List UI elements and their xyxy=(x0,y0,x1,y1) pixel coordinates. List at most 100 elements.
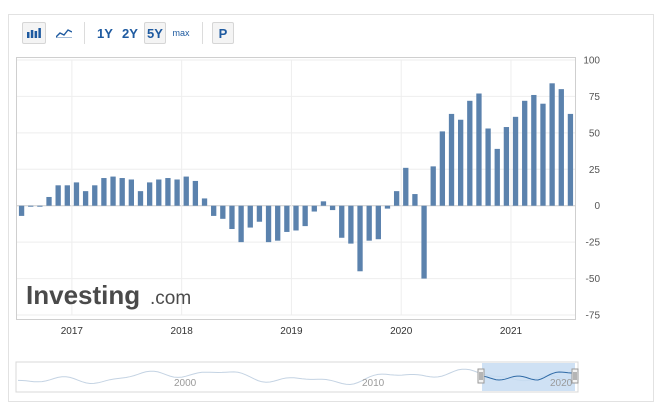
y-tick-label: 75 xyxy=(589,92,601,103)
bars-layer xyxy=(18,83,574,279)
navigator-selection[interactable] xyxy=(482,363,575,391)
bar[interactable] xyxy=(393,191,400,206)
watermark-brand: Investing xyxy=(26,280,140,310)
navigator-selected-line xyxy=(483,371,575,381)
bar[interactable] xyxy=(512,116,519,206)
bar[interactable] xyxy=(92,185,98,206)
bar[interactable] xyxy=(540,103,546,206)
bar[interactable] xyxy=(293,205,299,231)
watermark-logo: Investing .com xyxy=(26,280,191,310)
x-tick-label: 2018 xyxy=(171,326,194,337)
bar-chart-glyph xyxy=(27,28,41,38)
bar[interactable] xyxy=(302,205,308,227)
bar[interactable] xyxy=(503,127,510,206)
bar[interactable] xyxy=(275,205,281,241)
bar-chart-icon[interactable] xyxy=(22,22,46,44)
bar[interactable] xyxy=(458,119,464,206)
bar[interactable] xyxy=(256,205,263,222)
bar[interactable] xyxy=(238,205,244,243)
range-2y-button[interactable]: 2Y xyxy=(122,25,138,41)
navigator-label-2000: 2000 xyxy=(174,378,197,389)
p-button[interactable]: P xyxy=(212,22,234,44)
bar[interactable] xyxy=(174,179,180,206)
bar[interactable] xyxy=(357,205,363,272)
line-chart-glyph xyxy=(56,29,72,38)
bar[interactable] xyxy=(558,89,564,206)
bar[interactable] xyxy=(110,176,116,206)
bar[interactable] xyxy=(18,205,25,216)
x-tick-label: 2019 xyxy=(280,326,303,337)
bar[interactable] xyxy=(165,178,171,206)
bar[interactable] xyxy=(494,148,500,206)
bar[interactable] xyxy=(320,201,327,206)
bar[interactable] xyxy=(183,176,189,206)
x-axis-labels: 2017 2018 2019 2020 2021 xyxy=(61,326,523,337)
navigator-label-2020: 2020 xyxy=(550,378,573,389)
bar[interactable] xyxy=(448,113,455,206)
bar[interactable] xyxy=(128,179,134,206)
bar[interactable] xyxy=(412,194,418,206)
bar[interactable] xyxy=(348,205,354,244)
bar[interactable] xyxy=(549,83,555,206)
bar[interactable] xyxy=(64,185,70,206)
y-tick-label: 25 xyxy=(589,165,601,176)
range-5y-button[interactable]: 5Y xyxy=(144,22,166,44)
y-tick-label: -50 xyxy=(586,274,601,285)
bar[interactable] xyxy=(28,205,34,207)
bar[interactable] xyxy=(485,128,491,206)
chart-frame xyxy=(8,14,654,402)
grid-layer xyxy=(17,59,575,316)
range-navigator: 2000 2010 2020 xyxy=(15,361,579,393)
bar[interactable] xyxy=(339,205,345,238)
bar[interactable] xyxy=(439,131,446,206)
bar[interactable] xyxy=(101,178,107,206)
bar[interactable] xyxy=(375,205,381,240)
bar[interactable] xyxy=(137,191,144,206)
bar[interactable] xyxy=(311,205,317,212)
bar[interactable] xyxy=(467,100,473,206)
bar[interactable] xyxy=(430,166,436,206)
bar[interactable] xyxy=(476,93,482,206)
toolbar-separator xyxy=(202,22,203,44)
watermark-suffix: .com xyxy=(150,288,191,309)
navigator-right-handle[interactable] xyxy=(571,368,579,384)
bar[interactable] xyxy=(82,191,89,206)
x-tick-label: 2020 xyxy=(390,326,413,337)
range-1y-button[interactable]: 1Y xyxy=(97,25,113,41)
bar[interactable] xyxy=(201,198,208,206)
bar[interactable] xyxy=(229,205,235,230)
bar[interactable] xyxy=(567,113,574,206)
bar[interactable] xyxy=(119,178,125,206)
navigator-label-2010: 2010 xyxy=(362,378,385,389)
bar[interactable] xyxy=(403,167,409,206)
x-tick-label: 2017 xyxy=(61,326,84,337)
bar[interactable] xyxy=(384,205,391,209)
bar[interactable] xyxy=(284,205,290,232)
bar[interactable] xyxy=(366,205,372,241)
bar[interactable] xyxy=(220,205,226,219)
bar[interactable] xyxy=(531,94,537,206)
range-max-button[interactable]: max xyxy=(172,28,190,38)
line-chart-icon[interactable] xyxy=(52,22,76,44)
bar[interactable] xyxy=(211,205,217,216)
bar[interactable] xyxy=(146,182,153,206)
y-tick-label: 0 xyxy=(594,201,600,212)
navigator-left-handle[interactable] xyxy=(477,368,485,384)
y-tick-label: 100 xyxy=(583,56,600,67)
y-axis-labels: 100 75 50 25 0 -25 -50 -75 xyxy=(583,56,600,322)
bar[interactable] xyxy=(37,205,43,207)
bar[interactable] xyxy=(265,205,272,243)
toolbar-separator xyxy=(84,22,85,44)
bar[interactable] xyxy=(329,205,336,211)
bar[interactable] xyxy=(46,196,52,206)
bar[interactable] xyxy=(192,180,199,206)
bar[interactable] xyxy=(156,179,162,206)
bar[interactable] xyxy=(55,185,61,206)
bar[interactable] xyxy=(522,100,528,206)
bar[interactable] xyxy=(73,182,80,206)
x-tick-label: 2021 xyxy=(500,326,523,337)
bar[interactable] xyxy=(421,205,427,279)
y-tick-label: -75 xyxy=(586,311,601,322)
bar[interactable] xyxy=(247,205,253,228)
